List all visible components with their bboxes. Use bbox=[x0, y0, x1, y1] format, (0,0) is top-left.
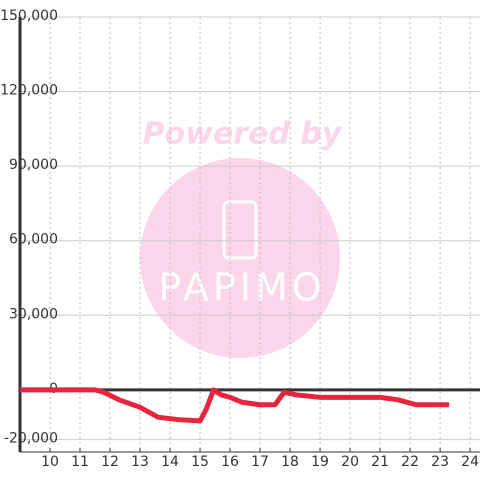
x-tick-label: 21 bbox=[371, 454, 389, 470]
x-tick-label: 18 bbox=[281, 454, 299, 470]
data-line bbox=[20, 387, 450, 424]
y-tick-label: -20,000 bbox=[4, 431, 58, 447]
x-tick-label: 13 bbox=[131, 454, 149, 470]
y-tick-label: 150,000 bbox=[0, 8, 58, 24]
x-tick-label: 16 bbox=[221, 454, 239, 470]
x-tick-label: 22 bbox=[401, 454, 419, 470]
x-tick-label: 24 bbox=[461, 454, 479, 470]
watermark-icon bbox=[222, 200, 258, 260]
x-tick-label: 23 bbox=[431, 454, 449, 470]
x-tick-label: 19 bbox=[311, 454, 329, 470]
x-tick-label: 12 bbox=[101, 454, 119, 470]
watermark-text: Powered by bbox=[143, 117, 343, 152]
watermark-logo: PAPIMO bbox=[158, 266, 325, 310]
y-tick-label: 30,000 bbox=[9, 306, 58, 322]
y-tick-label: 120,000 bbox=[0, 83, 58, 99]
x-tick-label: 17 bbox=[251, 454, 269, 470]
x-tick-label: 10 bbox=[41, 454, 59, 470]
x-tick-label: 11 bbox=[71, 454, 89, 470]
x-tick-label: 15 bbox=[191, 454, 209, 470]
x-tick-label: 20 bbox=[341, 454, 359, 470]
y-tick-label: 60,000 bbox=[9, 232, 58, 248]
x-tick-label: 14 bbox=[161, 454, 179, 470]
y-tick-label: 90,000 bbox=[9, 157, 58, 173]
